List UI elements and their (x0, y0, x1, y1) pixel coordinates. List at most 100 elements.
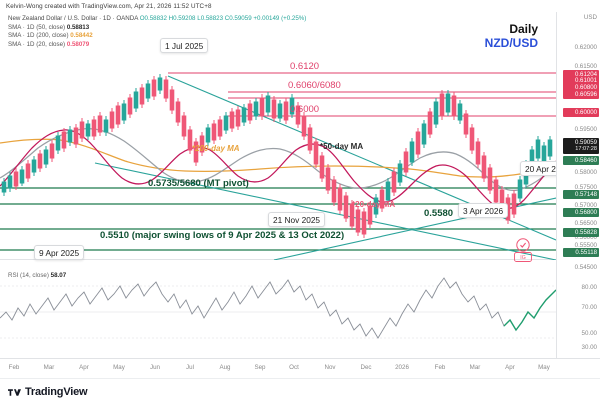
annotation-6060-6080: 0.6060/6080 (288, 80, 341, 91)
tradingview-brand-label: TradingView (25, 386, 88, 398)
time-tick-7: Sep (254, 364, 266, 371)
date-tag-1-jul-2025[interactable]: 1 Jul 2025 (160, 38, 209, 53)
price-tick-11: 0.56500 (574, 220, 597, 227)
time-tick-1: Mar (43, 364, 55, 371)
price-badge-8: 0.56800 (563, 208, 599, 217)
legend-sma50-value: 0.58813 (66, 23, 90, 31)
time-tick-15: May (538, 364, 550, 371)
price-badge-10: 0.55118 (563, 248, 599, 257)
ma50-line (0, 127, 556, 192)
chart-timeframe-label: Daily (509, 22, 538, 36)
price-tick-0: 0.62000 (574, 44, 597, 51)
rsi-tick-1: 70.00 (581, 304, 597, 311)
price-badge-3: 0.60596 (563, 90, 599, 99)
time-tick-13: Mar (469, 364, 481, 371)
price-badge-1: 0.61001 (563, 76, 599, 85)
legend-sma50-label: SMA · 1D (50, close) (8, 23, 66, 31)
rsi-highlight-line (503, 289, 557, 332)
price-badge-last-time: 17:07:28 (575, 146, 597, 153)
price-badge-6: 0.58460 (563, 156, 599, 165)
logo-watermark-icon: IG (514, 252, 532, 262)
legend-open-value: 0.58832 (144, 15, 167, 22)
price-badge-0: 0.61204 (563, 70, 599, 79)
annotation-6000: 0.6000 (290, 104, 320, 115)
svg-text:IG: IG (520, 255, 525, 261)
footer: TradingView (0, 378, 600, 405)
time-tick-3: May (113, 364, 125, 371)
rsi-legend-value: 58.07 (50, 272, 67, 279)
legend-close-label: C (224, 15, 230, 22)
chart-pair-label: NZD/USD (484, 36, 538, 50)
rsi-legend-label: RSI (14, close) (8, 272, 49, 279)
legend-symbol: New Zealand Dollar / U.S. Dollar · 1D · … (8, 15, 138, 22)
time-axis[interactable]: Feb Mar Apr May Jun Jul Aug Sep Oct Nov … (0, 358, 600, 378)
price-axis[interactable]: USD 0.62000 0.61500 0.61204 0.61001 0.60… (556, 12, 600, 358)
legend-sma50-row[interactable]: SMA · 1D (50, close) 0.58813 (8, 24, 306, 33)
price-axis-unit: USD (583, 14, 597, 21)
legend-open-label: O (139, 15, 145, 22)
chart-title: Daily NZD/USD (485, 22, 538, 50)
time-tick-4: Jun (150, 364, 160, 371)
annotation-6120: 0.6120 (290, 61, 320, 72)
rsi-pane[interactable] (0, 268, 557, 358)
date-tag-3-apr-2026[interactable]: 3 Apr 2026 (458, 203, 509, 218)
rsi-plot-svg (0, 277, 557, 339)
price-badge-7: 0.57148 (563, 190, 599, 199)
price-badge-4: 0.60000 (563, 108, 599, 117)
price-tick-5: 0.59500 (574, 126, 597, 133)
ma20-line (0, 129, 556, 210)
alert-badge-icon (516, 238, 530, 252)
legend-change-value: +0.00149 (+0.25%) (253, 15, 307, 22)
time-tick-9: Nov (324, 364, 336, 371)
price-tick-9: 0.57500 (574, 184, 597, 191)
legend-sma20-value: 0.58079 (66, 40, 90, 48)
rsi-tick-0: 80.00 (581, 284, 597, 291)
candlestick-series (1, 74, 553, 238)
time-tick-12: Feb (434, 364, 446, 371)
price-tick-15: 0.54500 (574, 264, 597, 271)
time-tick-14: Apr (505, 364, 515, 371)
rsi-legend[interactable]: RSI (14, close) 58.07 (8, 272, 66, 279)
time-tick-10: Dec (360, 364, 372, 371)
rsi-line (0, 277, 557, 339)
time-tick-2: Apr (79, 364, 89, 371)
legend-high-label: H (168, 15, 174, 22)
annotation-5510: 0.5510 (major swing lows of 9 Apr 2025 &… (100, 230, 345, 241)
time-tick-8: Oct (289, 364, 299, 371)
annotation-200-day-ma: *200-day MA (192, 144, 240, 153)
trendline-secondary (94, 162, 556, 260)
legend-high-value: 0.59208 (173, 15, 196, 22)
chart-legend: New Zealand Dollar / U.S. Dollar · 1D · … (8, 15, 306, 49)
legend-instrument-row[interactable]: New Zealand Dollar / U.S. Dollar · 1D · … (8, 15, 306, 24)
annotation-mt-pivot: 0.5735/5680 (MT pivot) (148, 178, 249, 189)
legend-low-label: L (197, 15, 201, 22)
date-tag-21-nov-2025[interactable]: 21 Nov 2025 (268, 212, 326, 227)
date-tag-9-apr-2025[interactable]: 9 Apr 2025 (34, 245, 85, 260)
price-badge-last-value: 0.59059 (574, 138, 597, 146)
time-tick-6: Aug (219, 364, 231, 371)
legend-low-value: 0.58823 (200, 15, 224, 22)
rsi-tick-2: 50.00 (581, 330, 597, 337)
legend-sma200-row[interactable]: SMA · 1D (200, close) 0.58442 (8, 32, 306, 41)
legend-sma200-value: 0.58442 (70, 32, 93, 40)
annotation-50-day-ma: *50-day MA (320, 142, 364, 151)
price-badge-9: 0.55828 (563, 228, 599, 237)
time-tick-11: 2026 (395, 364, 409, 371)
price-tick-13: 0.55500 (574, 242, 597, 249)
legend-sma20-label: SMA · 1D (20, close) (8, 40, 66, 48)
price-tick-12: 0.56000 (574, 234, 597, 241)
time-tick-0: Feb (8, 364, 20, 371)
legend-close-value: 0.59059 (229, 15, 252, 22)
price-badge-last: 0.59059 17:07:28 (563, 138, 599, 155)
price-tick-1: 0.61500 (574, 63, 597, 70)
legend-sma20-row[interactable]: SMA · 1D (20, close) 0.58079 (8, 41, 306, 50)
legend-sma200-label: SMA · 1D (200, close) (8, 32, 69, 40)
price-tick-10: 0.57000 (574, 202, 597, 209)
price-plot-svg (0, 72, 556, 260)
attribution-text: Kelvin-Wong created with TradingView.com… (6, 3, 212, 10)
price-badge-2: 0.60800 (563, 83, 599, 92)
price-pane[interactable]: 0.6120 0.6060/6080 0.6000 *200-day MA *5… (0, 28, 575, 262)
annotation-20-day-ma: *20-day MA (352, 200, 396, 209)
rsi-tick-3: 30.00 (581, 344, 597, 351)
